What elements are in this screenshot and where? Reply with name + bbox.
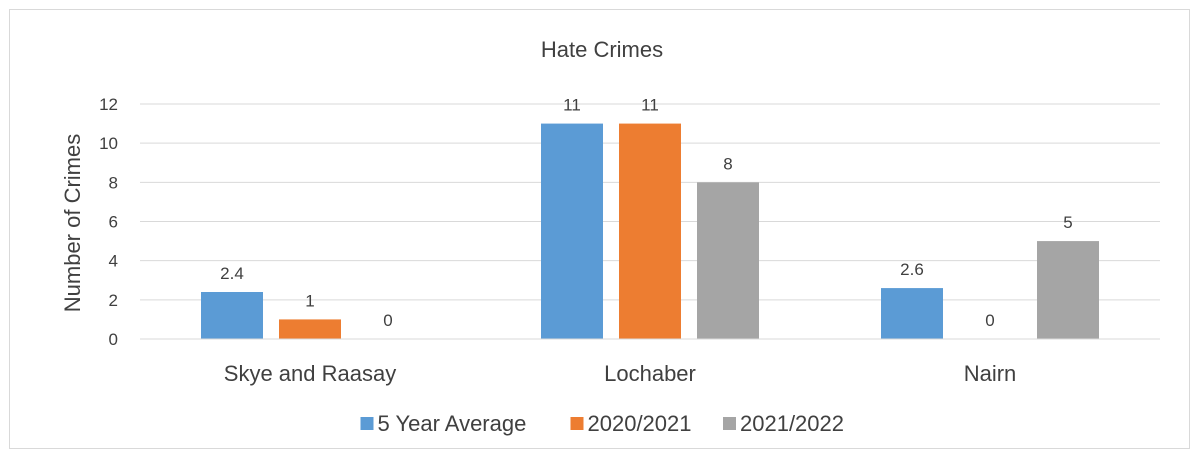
data-label: 11 <box>641 96 659 115</box>
bar <box>541 123 603 339</box>
chart-title: Hate Crimes <box>541 37 663 62</box>
y-tick-label: 12 <box>99 95 118 114</box>
x-axis-categories: Skye and Raasay Lochaber Nairn <box>224 361 1017 386</box>
bar <box>619 123 681 339</box>
bars <box>201 123 1099 339</box>
legend-label: 2020/2021 <box>588 411 692 436</box>
bar <box>201 292 263 339</box>
legend-swatch <box>723 417 736 430</box>
x-category-label: Lochaber <box>604 361 696 386</box>
data-label: 5 <box>1063 213 1072 232</box>
bar <box>697 182 759 339</box>
data-label: 0 <box>383 311 392 330</box>
legend-swatch <box>570 417 584 430</box>
y-axis-ticks: 0 2 4 6 8 10 12 <box>99 95 118 349</box>
y-tick-label: 0 <box>109 330 118 349</box>
y-tick-label: 6 <box>109 213 118 232</box>
bar <box>881 288 943 339</box>
bar <box>1037 241 1099 339</box>
y-tick-label: 2 <box>109 291 118 310</box>
bar <box>279 319 341 339</box>
legend-label: 2021/2022 <box>740 411 844 436</box>
x-category-label: Skye and Raasay <box>224 361 396 386</box>
data-label: 2.6 <box>900 260 924 279</box>
y-axis-label: Number of Crimes <box>60 134 85 312</box>
x-category-label: Nairn <box>964 361 1017 386</box>
data-label: 8 <box>723 154 732 173</box>
data-label: 2.4 <box>220 264 244 283</box>
legend-swatch <box>360 417 374 430</box>
y-tick-label: 4 <box>109 252 118 271</box>
data-label: 1 <box>305 291 314 310</box>
data-labels: 2.4 1 0 11 11 8 2.6 0 5 <box>220 96 1073 330</box>
data-label: 0 <box>985 311 994 330</box>
y-tick-label: 10 <box>99 134 118 153</box>
legend-label: 5 Year Average <box>378 411 527 436</box>
legend: 5 Year Average 2020/2021 2021/2022 <box>360 411 844 436</box>
data-label: 11 <box>563 96 581 115</box>
y-tick-label: 8 <box>109 173 118 192</box>
